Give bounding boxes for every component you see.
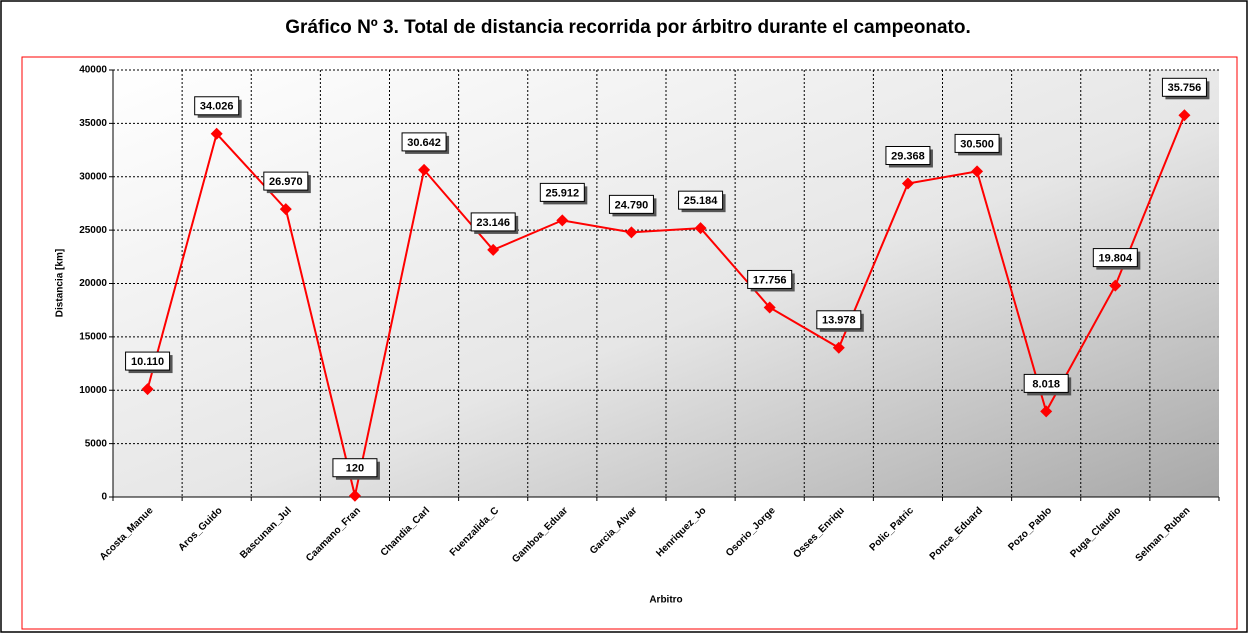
data-label: 10.110 (131, 356, 164, 368)
label-box (885, 145, 931, 165)
marker (418, 163, 431, 176)
marker (625, 226, 638, 239)
label-box (678, 190, 724, 210)
y-tick-label: 35000 (79, 118, 107, 129)
data-label: 26.970 (269, 176, 303, 188)
marker (971, 165, 984, 178)
marker (901, 177, 914, 190)
data-label: 30.500 (960, 138, 994, 150)
data-label: 35.756 (1168, 82, 1202, 94)
marker (1109, 279, 1122, 292)
label-box (125, 351, 171, 371)
label-box (954, 133, 1000, 153)
marker (556, 214, 569, 227)
y-tick-label: 25000 (79, 225, 107, 236)
data-label: 30.642 (407, 137, 441, 149)
label-box (332, 458, 378, 478)
marker (832, 341, 845, 354)
label-box (194, 96, 240, 116)
chart-title: Gráfico Nº 3. Total de distancia recorri… (285, 17, 970, 38)
label-box (1023, 373, 1069, 393)
data-label: 8.018 (1032, 378, 1060, 390)
data-label: 29.368 (891, 150, 925, 162)
marker (763, 301, 776, 314)
data-label: 23.146 (476, 217, 510, 229)
data-label: 34.026 (200, 101, 234, 113)
label-box (747, 269, 793, 289)
label-box (608, 194, 654, 214)
line (146, 114, 1186, 496)
y-tick-label: 15000 (79, 332, 107, 343)
marker (694, 222, 707, 235)
y-tick-label: 10000 (79, 385, 107, 396)
y-tick-label: 20000 (79, 278, 107, 289)
y-tick-label: 0 (101, 492, 107, 503)
y-tick-label: 5000 (85, 438, 108, 449)
label-box (401, 132, 447, 152)
label-box (1092, 248, 1138, 268)
label-box (263, 171, 309, 191)
data-label: 24.790 (615, 199, 649, 211)
y-axis-title: Distancia [km] (55, 249, 66, 317)
label-box (816, 310, 862, 330)
data-label: 19.804 (1098, 252, 1133, 264)
marker (348, 489, 361, 502)
marker (487, 243, 500, 256)
marker (210, 127, 223, 140)
marker (141, 383, 154, 396)
label-box (470, 212, 516, 232)
label-box (539, 182, 585, 202)
data-label: 25.912 (545, 187, 579, 199)
y-tick-label: 30000 (79, 171, 107, 182)
data-label: 120 (346, 463, 364, 475)
data-label: 17.756 (753, 274, 787, 286)
y-tick-label: 40000 (79, 65, 107, 76)
marker (1178, 109, 1191, 122)
data-label: 25.184 (684, 195, 719, 207)
data-label: 13.978 (822, 315, 856, 327)
marker (279, 203, 292, 216)
x-axis-title: Arbitro (649, 595, 682, 606)
label-box (1161, 77, 1207, 97)
marker (1040, 405, 1053, 418)
